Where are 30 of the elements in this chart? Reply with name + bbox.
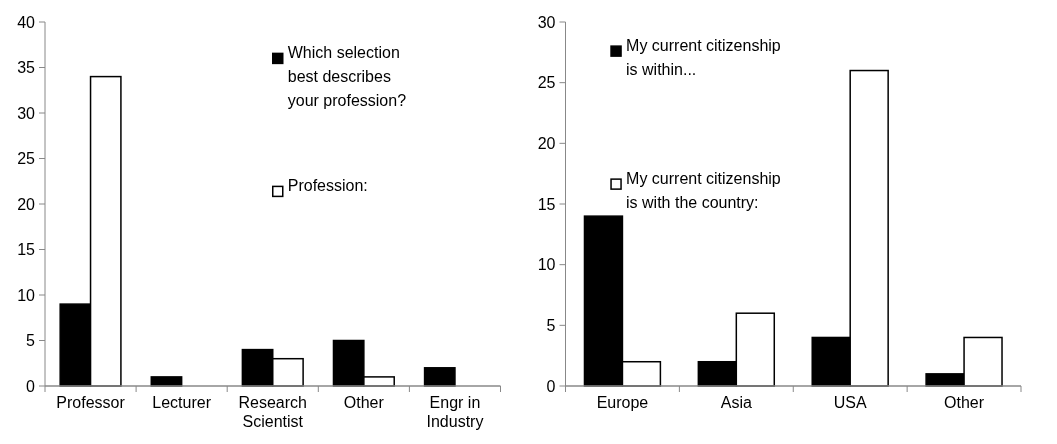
y-tick-label: 40 (17, 13, 36, 31)
x-tick-label: Research Scientist (238, 394, 307, 430)
y-tick-label: 5 (546, 316, 556, 334)
y-tick-label: 25 (17, 150, 36, 168)
y-tick-label: 15 (17, 241, 36, 259)
x-tick-label: Lecturer (152, 394, 212, 411)
y-tick-label: 30 (537, 13, 556, 31)
y-tick-label: 10 (17, 286, 36, 304)
legend-label: My current citizenship is with the country: (626, 170, 781, 212)
y-tick-label: 35 (17, 59, 36, 77)
x-tick-label: Europe (596, 394, 649, 411)
legend-label: My current citizenship is within... (626, 37, 781, 79)
y-tick-label: 5 (26, 332, 36, 350)
y-tick-label: 0 (26, 377, 36, 395)
y-tick-label: 0 (546, 377, 556, 395)
y-tick-label: 10 (537, 256, 556, 274)
x-tick-label: Other (944, 394, 985, 411)
legend-label: Profession: (287, 177, 368, 195)
y-tick-label: 25 (537, 74, 556, 92)
x-tick-label: Asia (720, 394, 752, 411)
y-tick-label: 30 (17, 104, 36, 122)
bar (423, 367, 456, 387)
y-tick-label: 15 (537, 195, 556, 213)
legend-label: Which selection best describes your profession? (287, 44, 407, 110)
x-tick-label: Engr in Industry (426, 394, 484, 430)
x-tick-label: Professor (56, 394, 126, 411)
y-tick-label: 20 (17, 195, 36, 213)
y-tick-label: 20 (537, 134, 556, 152)
x-tick-label: Other (343, 394, 385, 411)
x-tick-label: USA (833, 394, 867, 411)
